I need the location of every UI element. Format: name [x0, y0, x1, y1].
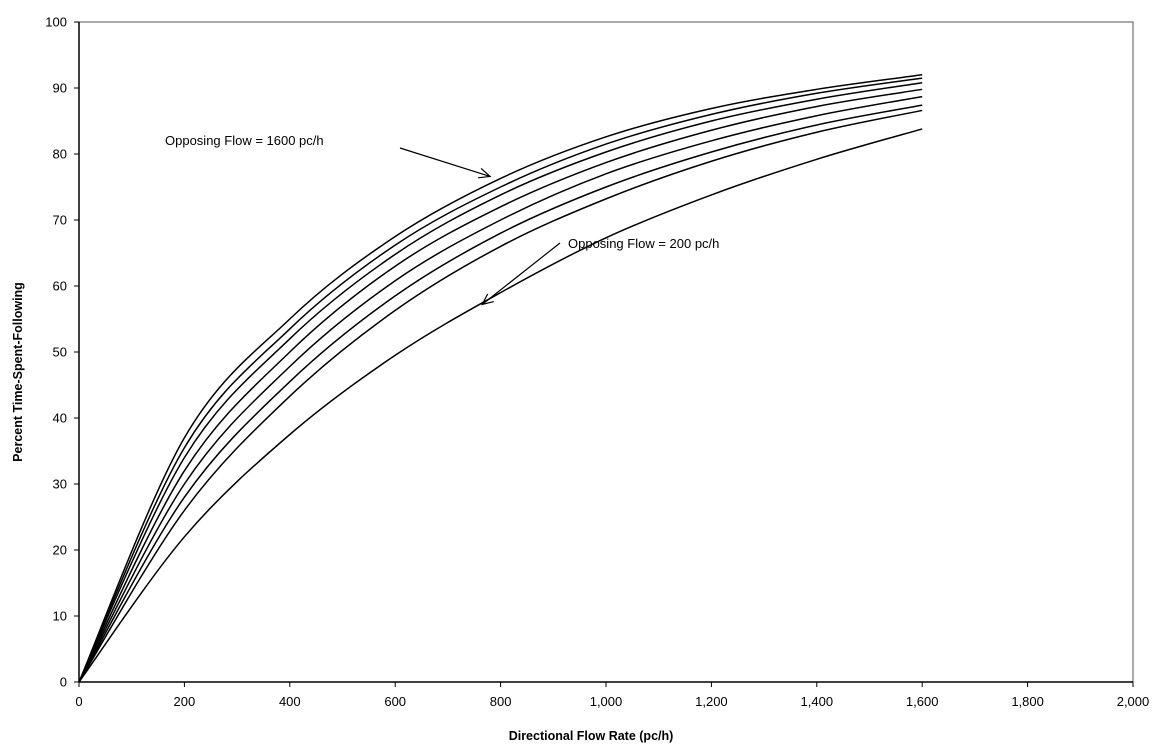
series-lines [78, 74, 923, 683]
annotation-arrow-1 [399, 147, 492, 179]
y-tick-label: 100 [45, 15, 67, 30]
series-line-3 [78, 81, 923, 683]
annotation-arrow-2 [481, 242, 561, 306]
y-tick-label: 10 [53, 609, 67, 624]
y-tick-label: 40 [53, 411, 67, 426]
x-tick-label: 0 [75, 694, 82, 709]
plot-border [78, 21, 1134, 683]
x-tick-labels: 0 200 400 600 800 1,000 1,200 1,400 1,600 1,800 2,… [75, 694, 1149, 709]
x-tick-label: 1,400 [801, 694, 834, 709]
series-line-7 [78, 109, 923, 683]
x-tick-label: 1,600 [906, 694, 939, 709]
x-tick-label: 400 [279, 694, 301, 709]
axis-ticks [74, 21, 1134, 687]
series-line-2 [78, 77, 923, 683]
x-tick-label: 800 [490, 694, 512, 709]
annotation-label-2: Opposing Flow = 200 pc/h [568, 236, 719, 251]
y-tick-label: 0 [60, 675, 67, 690]
y-tick-labels: 0 10 20 30 40 50 60 70 80 90 100 [45, 15, 67, 690]
series-line-5 [78, 95, 923, 683]
annotation-label-1: Opposing Flow = 1600 pc/h [165, 133, 324, 148]
x-tick-label: 2,000 [1117, 694, 1150, 709]
x-axis-title: Directional Flow Rate (pc/h) [509, 729, 674, 743]
plot-frame [78, 21, 1134, 683]
x-tick-label: 600 [384, 694, 406, 709]
y-tick-label: 60 [53, 279, 67, 294]
y-tick-label: 30 [53, 477, 67, 492]
y-tick-label: 70 [53, 213, 67, 228]
y-tick-label: 50 [53, 345, 67, 360]
y-tick-label: 20 [53, 543, 67, 558]
series-line-4 [78, 88, 923, 683]
series-line-1 [78, 74, 923, 683]
y-tick-label: 90 [53, 81, 67, 96]
annotations: Opposing Flow = 1600 pc/h Opposing Flow =… [165, 133, 719, 306]
x-tick-label: 200 [174, 694, 196, 709]
y-tick-label: 80 [53, 147, 67, 162]
x-tick-label: 1,800 [1011, 694, 1044, 709]
y-axis-title: Percent Time-Spent-Following [11, 282, 25, 462]
series-line-6 [78, 104, 923, 683]
series-line-8 [78, 128, 923, 683]
x-tick-label: 1,200 [695, 694, 728, 709]
x-tick-label: 1,000 [590, 694, 623, 709]
